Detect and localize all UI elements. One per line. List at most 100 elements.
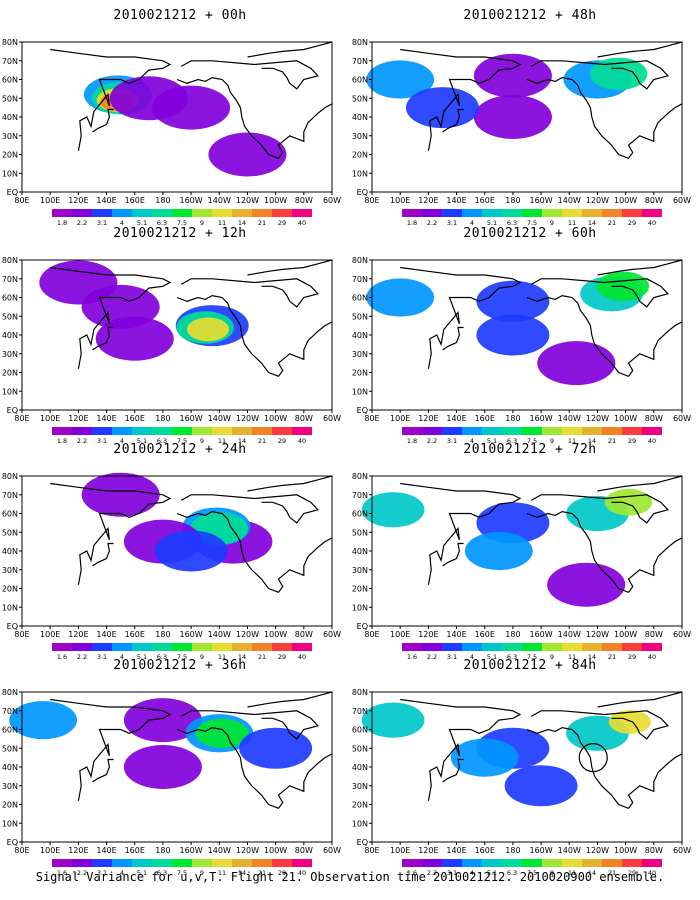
colorbar-label: 21 <box>608 219 616 227</box>
lat-tick-label: 40N <box>2 113 18 122</box>
lat-tick-label: 30N <box>2 566 18 575</box>
coastline <box>530 60 670 90</box>
colorbar-swatch <box>562 427 582 435</box>
colorbar-label: 1.8 <box>57 219 67 227</box>
lon-tick-label: 100E <box>390 414 410 423</box>
lat-tick-label: 50N <box>352 312 368 321</box>
lat-tick-label: 60N <box>352 294 368 303</box>
coastline <box>92 542 114 567</box>
coastline <box>92 326 114 351</box>
lat-tick-label: 70N <box>352 57 368 66</box>
colorbar-label: 5.1 <box>487 437 497 445</box>
colorbar-label: 3.1 <box>447 653 457 661</box>
lat-tick-label: 60N <box>2 76 18 85</box>
lat-tick-label: 70N <box>2 707 18 716</box>
colorbar-swatch <box>72 209 92 217</box>
colorbar-label: 21 <box>608 869 616 877</box>
colorbar-label: 21 <box>258 869 266 877</box>
variance-blob <box>476 280 550 322</box>
lon-tick-label: 60W <box>323 846 341 855</box>
lon-tick-label: 140W <box>208 846 231 855</box>
lon-tick-label: 180 <box>155 196 170 205</box>
colorbar-label: 3.1 <box>97 653 107 661</box>
variance-blob <box>239 727 313 769</box>
lat-tick-label: 10N <box>352 819 368 828</box>
lat-tick-label: 20N <box>2 151 18 160</box>
lat-tick-label: 30N <box>352 566 368 575</box>
colorbar-label: 5.1 <box>137 869 147 877</box>
lon-tick-label: 60W <box>323 414 341 423</box>
colorbar-swatch <box>52 859 72 867</box>
lat-tick-label: 60N <box>2 294 18 303</box>
coastline <box>442 758 464 783</box>
lon-tick-label: 120E <box>68 414 88 423</box>
lat-tick-label: 70N <box>2 491 18 500</box>
colorbar-swatch <box>72 643 92 651</box>
colorbar-label: 29 <box>278 437 286 445</box>
variance-blob <box>589 57 648 91</box>
colorbar-swatch <box>402 427 422 435</box>
lon-tick-label: 100E <box>40 414 60 423</box>
lat-tick-label: 30N <box>352 132 368 141</box>
lat-tick-label: 50N <box>2 94 18 103</box>
coastline <box>176 294 333 378</box>
colorbar-swatch <box>502 427 522 435</box>
colorbar-label: 21 <box>258 437 266 445</box>
colorbar-label: 11 <box>568 653 576 661</box>
lat-tick-label: 70N <box>2 275 18 284</box>
colorbar-swatch <box>132 209 152 217</box>
lat-tick-label: 40N <box>352 331 368 340</box>
colorbar-swatch <box>112 859 132 867</box>
lon-tick-label: 120W <box>236 196 259 205</box>
lat-tick-label: 10N <box>2 169 18 178</box>
colorbar-label: 29 <box>278 653 286 661</box>
colorbar-label: 29 <box>628 219 636 227</box>
colorbar-swatch <box>542 643 562 651</box>
lon-tick-label: 120E <box>418 196 438 205</box>
colorbar-swatch <box>642 859 662 867</box>
lat-tick-label: 10N <box>352 603 368 612</box>
colorbar-label: 2.2 <box>427 437 437 445</box>
colorbar-swatch <box>152 209 172 217</box>
lat-tick-label: 30N <box>2 782 18 791</box>
coastline <box>400 48 522 151</box>
colorbar-label: 40 <box>298 869 306 877</box>
lat-tick-label: 20N <box>352 369 368 378</box>
colorbar-label: 7.5 <box>527 219 537 227</box>
variance-blob <box>361 492 425 528</box>
lon-tick-label: 140E <box>96 846 116 855</box>
variance-blob <box>450 738 519 777</box>
lon-tick-label: 100W <box>264 846 287 855</box>
lon-tick-label: 120E <box>418 630 438 639</box>
variance-blob <box>9 701 78 740</box>
lon-tick-label: 100E <box>40 846 60 855</box>
lon-tick-label: 160E <box>125 846 145 855</box>
colorbar-swatch <box>582 859 602 867</box>
colorbar-swatch <box>112 427 132 435</box>
colorbar-label: 4 <box>470 219 474 227</box>
colorbar-label: 6.3 <box>157 219 167 227</box>
lat-tick-label: EQ <box>357 188 368 197</box>
colorbar-swatch <box>522 643 542 651</box>
lon-tick-label: 160E <box>475 846 495 855</box>
lat-tick-label: 70N <box>352 491 368 500</box>
lon-tick-label: 60W <box>673 414 691 423</box>
colorbar-swatch <box>642 643 662 651</box>
lon-tick-label: 80W <box>645 846 663 855</box>
lon-tick-label: 60W <box>673 630 691 639</box>
colorbar-swatch <box>52 427 72 435</box>
lat-tick-label: 50N <box>352 94 368 103</box>
colorbar-label: 7.5 <box>177 437 187 445</box>
lon-tick-label: 180 <box>505 630 520 639</box>
lon-tick-label: 80W <box>645 630 663 639</box>
coastline <box>92 758 114 783</box>
lon-tick-label: 140W <box>208 414 231 423</box>
lon-tick-label: 60W <box>673 846 691 855</box>
coastline <box>442 326 464 351</box>
colorbar-swatch <box>212 209 232 217</box>
lon-tick-label: 100E <box>390 630 410 639</box>
colorbar-swatch <box>132 427 152 435</box>
colorbar-label: 7.5 <box>527 437 537 445</box>
coastline <box>400 698 522 801</box>
